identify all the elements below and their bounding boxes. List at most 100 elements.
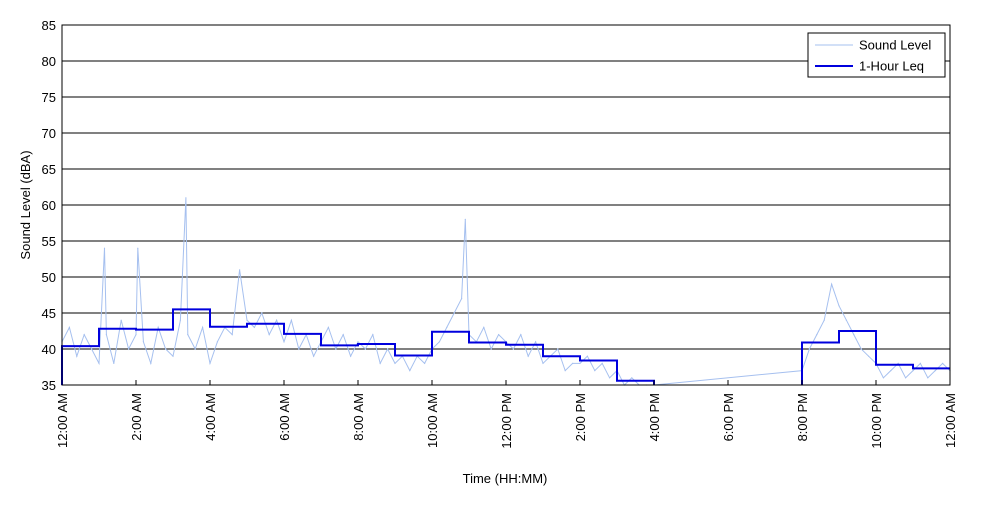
sound-level-point [853, 334, 855, 336]
y-tick-label: 55 [42, 234, 56, 249]
legend: Sound Level 1-Hour Leq [807, 32, 946, 78]
sound-level-point [498, 334, 500, 336]
gridlines [62, 60, 950, 350]
sound-level-point [609, 377, 611, 379]
leq-step-line [61, 308, 950, 385]
sound-level-point [179, 319, 181, 321]
x-tick-label: 4:00 PM [647, 393, 662, 441]
sound-level-point [490, 348, 492, 350]
sound-level-point [424, 362, 426, 364]
sound-level-point [120, 319, 122, 321]
y-tick-label: 45 [42, 306, 56, 321]
sound-level-point [185, 197, 187, 199]
y-axis-label: Sound Level (dBA) [18, 150, 33, 259]
legend-box [807, 32, 946, 78]
sound-level-point [831, 283, 833, 285]
y-tick-label: 40 [42, 342, 56, 357]
sound-level-point [394, 362, 396, 364]
sound-level-point [103, 247, 106, 249]
sound-level-point [342, 334, 344, 336]
sound-level-point [357, 341, 359, 343]
x-tick-label: 2:00 PM [573, 393, 588, 441]
y-tick-label: 70 [42, 126, 56, 141]
sound-level-point [464, 218, 466, 220]
sound-level-point [261, 312, 263, 314]
sound-level-point [453, 312, 455, 314]
sound-level-point [239, 269, 241, 271]
sound-level-point [838, 305, 840, 307]
sound-level-point [187, 334, 189, 336]
sound-level-point [564, 370, 566, 372]
sound-level-point [335, 348, 337, 350]
x-tick-label: 4:00 AM [203, 393, 218, 441]
sound-level-point [594, 370, 596, 372]
sound-level-point [542, 362, 544, 364]
sound-level-point [327, 326, 329, 328]
sound-level-point [927, 377, 929, 379]
sound-level-point [816, 334, 818, 336]
sound-level-point [483, 326, 485, 328]
y-tick-label: 85 [42, 18, 56, 33]
sound-level-point [512, 348, 515, 350]
sound-level-point [557, 348, 559, 350]
sound-level-point [246, 319, 248, 321]
sound-level-point [350, 355, 352, 357]
legend-label-sound-level: Sound Level [859, 38, 931, 53]
x-tick-label: 10:00 PM [869, 393, 884, 449]
sound-level-point [268, 334, 270, 336]
x-tick-label: 12:00 AM [943, 393, 958, 448]
sound-level-point [202, 326, 204, 328]
sound-level-point [631, 377, 633, 379]
sound-level-point [934, 370, 936, 372]
x-axis-ticks: 12:00 AM 2:00 AM 4:00 AM 6:00 AM 8:00 AM 10:0… [55, 380, 958, 449]
y-axis-ticks: 35 40 45 50 55 60 65 70 75 80 85 [42, 18, 67, 393]
sound-level-point [808, 348, 811, 350]
x-tick-label: 2:00 AM [129, 393, 144, 441]
x-tick-label: 8:00 PM [795, 393, 810, 441]
sound-level-point [409, 370, 411, 372]
sound-level-point [535, 341, 537, 343]
sound-level-point [313, 355, 315, 357]
y-tick-label: 75 [42, 90, 56, 105]
sound-level-point [897, 362, 899, 364]
sound-level-point [157, 326, 159, 328]
x-tick-label: 10:00 AM [425, 393, 440, 448]
sound-level-point [98, 362, 100, 364]
sound-level-point [446, 326, 448, 328]
sound-level-point [919, 362, 922, 364]
sound-level-point [83, 334, 85, 336]
sound-level-point [461, 298, 463, 300]
x-axis-label: Time (HH:MM) [463, 471, 548, 486]
sound-level-point [91, 348, 93, 350]
sound-level-point [298, 348, 300, 350]
sound-level-point [520, 334, 522, 336]
x-tick-label: 6:00 PM [721, 393, 736, 441]
sound-level-point [912, 370, 914, 372]
sound-level-point [438, 341, 440, 343]
sound-level-point [135, 334, 137, 336]
leq-series [61, 308, 950, 385]
sound-level-point [845, 319, 848, 321]
sound-level-point [860, 348, 862, 350]
x-tick-label: 8:00 AM [351, 393, 366, 441]
sound-level-point [942, 362, 944, 364]
sound-level-point [586, 355, 589, 357]
y-tick-label: 50 [42, 270, 56, 285]
sound-level-point [387, 348, 389, 350]
sound-level-point [128, 348, 130, 350]
sound-level-point [823, 319, 825, 321]
sound-level-point [172, 355, 174, 357]
x-tick-label: 12:00 PM [499, 393, 514, 449]
sound-level-point [364, 348, 366, 350]
sound-level-point [209, 362, 211, 364]
sound-level-point [882, 377, 885, 379]
sound-level-point [283, 341, 285, 343]
y-tick-label: 60 [42, 198, 56, 213]
sound-level-point [105, 334, 107, 336]
sound-level-point [194, 348, 196, 350]
y-tick-label: 65 [42, 162, 56, 177]
sound-level-point [253, 326, 255, 328]
sound-level-point [868, 355, 870, 357]
sound-level-point [905, 377, 907, 379]
